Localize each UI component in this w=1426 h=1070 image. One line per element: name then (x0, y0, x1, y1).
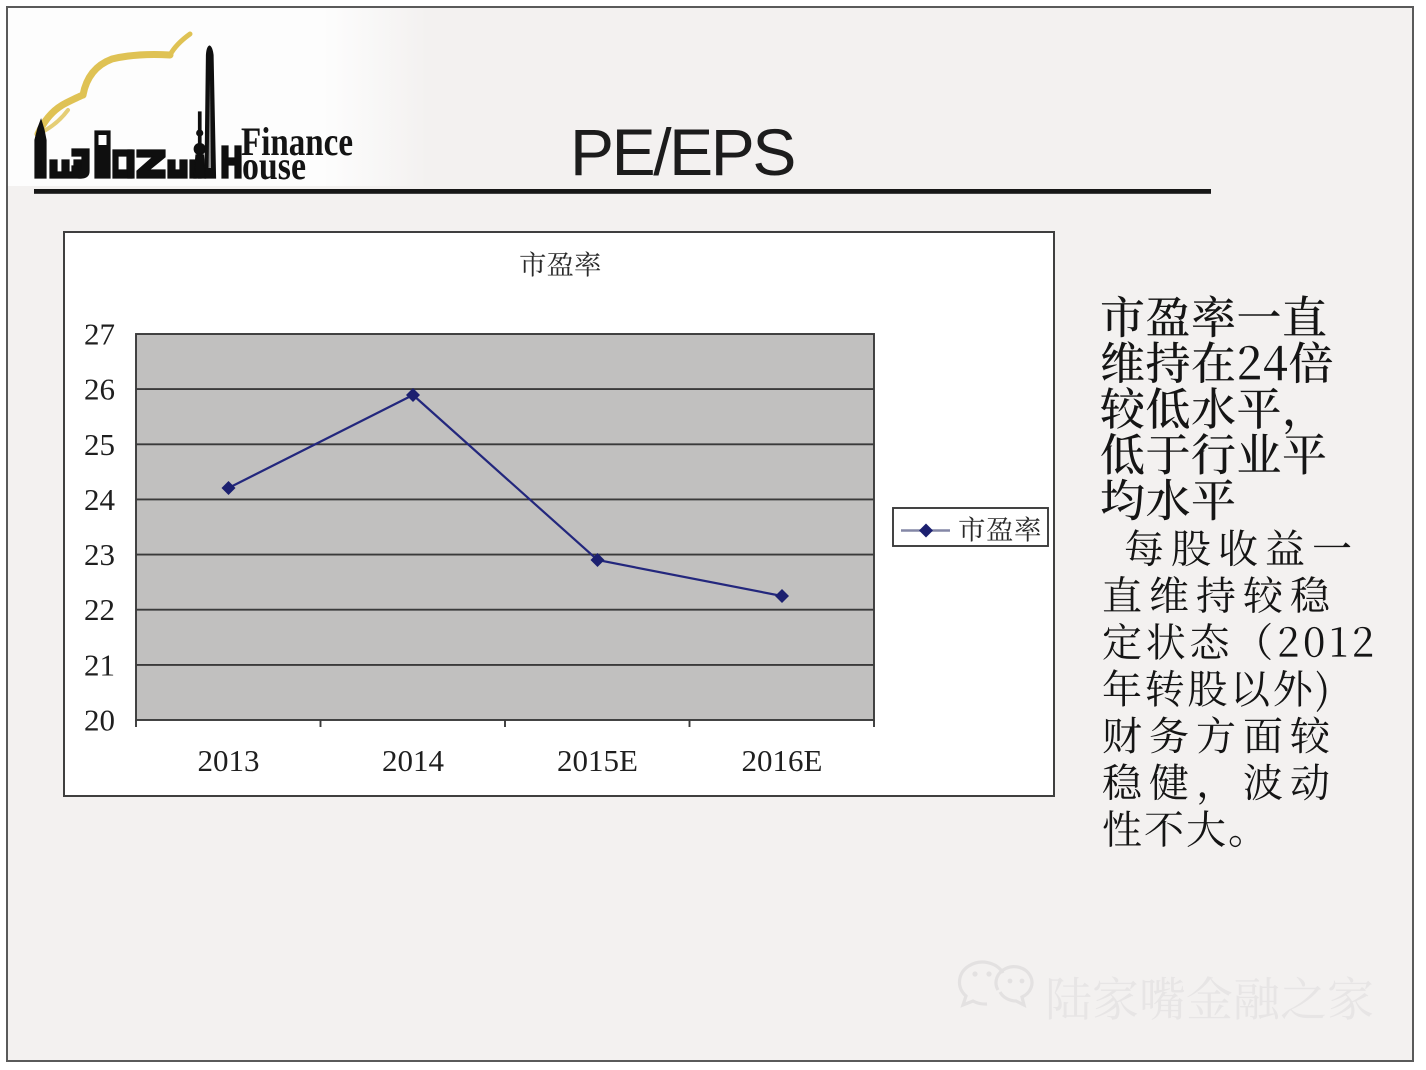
svg-text:23: 23 (84, 537, 115, 572)
svg-text:PE/EPS: PE/EPS (570, 115, 794, 189)
svg-text:2013: 2013 (198, 743, 260, 778)
svg-text:ouse: ouse (242, 143, 306, 188)
svg-text:26: 26 (84, 372, 115, 407)
svg-text:Finance: Finance (241, 119, 353, 164)
svg-text:21: 21 (84, 647, 115, 682)
svg-text:2014: 2014 (382, 743, 445, 778)
svg-text:27: 27 (84, 317, 115, 352)
svg-text:22: 22 (84, 592, 115, 627)
svg-text:2016E: 2016E (742, 743, 823, 778)
svg-text:20: 20 (84, 703, 115, 738)
svg-text:2015E: 2015E (557, 743, 638, 778)
svg-text:25: 25 (84, 427, 115, 462)
svg-text:24: 24 (84, 482, 116, 517)
